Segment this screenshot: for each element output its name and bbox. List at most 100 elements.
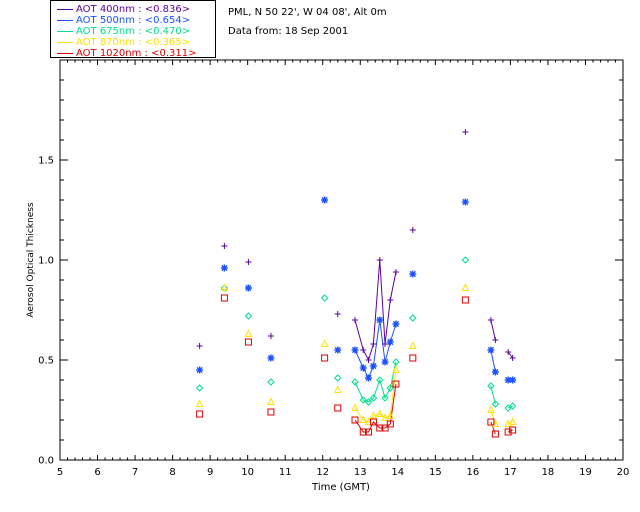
legend-item-675nm: AOT 675nm : <0.470>	[57, 26, 190, 37]
series-lines	[354, 259, 514, 435]
station-info: PML, N 50 22', W 04 08', Alt 0m	[228, 7, 387, 18]
x-tick-label: 17	[504, 467, 517, 478]
data-point-aot-400nm	[370, 341, 377, 347]
data-point-aot-500nm	[220, 264, 228, 272]
data-point-aot-400nm	[487, 317, 494, 323]
data-point-aot-400nm	[196, 343, 203, 349]
data-point-aot-675nm	[369, 394, 378, 402]
data-point-aot-500nm	[509, 376, 517, 384]
legend: AOT 400nm : <0.836> AOT 500nm : <0.654> …	[50, 0, 216, 59]
series-line-aot-675nm	[490, 385, 496, 405]
data-point-aot-1020nm	[409, 354, 417, 362]
data-point-aot-500nm	[196, 366, 204, 374]
legend-item-1020nm: AOT 1020nm : <0.311>	[57, 48, 196, 59]
star-d2	[365, 374, 372, 382]
data-point-aot-675nm	[244, 312, 253, 320]
x-tick-label: 19	[579, 467, 592, 478]
star-d2	[221, 264, 228, 272]
x-tick-label: 15	[429, 467, 442, 478]
data-point-aot-500nm	[321, 196, 329, 204]
star-d2	[409, 270, 416, 278]
data-point-aot-870nm	[461, 283, 470, 291]
x-tick-label: 9	[207, 467, 213, 478]
data-point-aot-870nm	[375, 409, 384, 417]
data-point-aot-675nm	[195, 384, 204, 392]
y-tick-label: 1.5	[38, 156, 54, 167]
data-point-aot-870nm	[386, 411, 395, 419]
data-point-aot-500nm	[461, 198, 469, 206]
data-point-aot-400nm	[409, 227, 416, 233]
data-point-aot-870nm	[381, 413, 389, 421]
y-axis-label: Aerosol Optical Thickness	[26, 202, 36, 318]
data-point-aot-870nm	[220, 283, 229, 291]
data-point-aot-500nm	[487, 346, 495, 354]
star-d2	[267, 354, 275, 362]
series-line-aot-400nm	[507, 351, 514, 359]
x-tick-label: 13	[354, 467, 367, 478]
data-point-aot-400nm	[492, 337, 499, 343]
data-point-aot-870nm	[244, 329, 253, 337]
data-point-aot-675nm	[409, 314, 417, 322]
data-point-aot-870nm	[351, 403, 359, 411]
data-point-aot-1020nm	[386, 420, 394, 428]
series-line-aot-400nm	[354, 259, 397, 362]
data-point-aot-500nm	[365, 374, 373, 382]
star-d2	[381, 358, 389, 366]
legend-swatch-870nm	[57, 41, 73, 43]
data-point-aot-400nm	[376, 257, 383, 263]
data-point-aot-870nm	[359, 415, 368, 423]
data-point-aot-1020nm	[196, 410, 204, 418]
legend-swatch-500nm	[57, 19, 73, 21]
data-point-aot-500nm	[386, 338, 394, 346]
data-point-aot-1020nm	[376, 424, 384, 432]
data-point-aot-675nm	[491, 400, 500, 408]
data-point-aot-1020nm	[244, 338, 252, 346]
legend-item-400nm: AOT 400nm : <0.836>	[57, 4, 190, 15]
x-tick-label: 20	[617, 467, 630, 478]
data-point-aot-500nm	[351, 346, 359, 354]
x-tick-label: 6	[94, 467, 100, 478]
data-point-aot-400nm	[382, 341, 389, 347]
data-point-aot-675nm	[351, 378, 359, 386]
data-point-aot-1020nm	[509, 426, 517, 434]
x-tick-label: 7	[132, 467, 138, 478]
legend-label-870nm: AOT 870nm : <0.365>	[76, 37, 191, 48]
data-point-aot-400nm	[505, 349, 512, 355]
data-point-aot-500nm	[244, 284, 252, 292]
data-point-aot-870nm	[487, 405, 495, 413]
data-point-aot-1020nm	[351, 416, 359, 424]
x-tick-label: 16	[466, 467, 479, 478]
legend-label-500nm: AOT 500nm : <0.654>	[76, 15, 191, 26]
legend-swatch-675nm	[57, 30, 73, 32]
star-d2	[392, 320, 400, 328]
data-point-aot-675nm	[320, 294, 329, 302]
x-tick-label: 12	[316, 467, 329, 478]
data-point-aot-1020nm	[267, 408, 275, 416]
data-point-aot-675nm	[267, 378, 275, 386]
y-tick-label: 0.0	[38, 456, 54, 467]
data-point-aot-400nm	[334, 311, 341, 317]
data-point-aot-675nm	[392, 358, 400, 366]
data-point-aot-400nm	[365, 357, 372, 363]
data-point-aot-870nm	[333, 385, 342, 393]
data-point-aot-1020nm	[220, 294, 228, 302]
star-d2	[505, 376, 512, 384]
x-tick-label: 18	[542, 467, 555, 478]
data-point-aot-675nm	[381, 394, 389, 402]
data-point-aot-1020nm	[365, 428, 373, 436]
data-point-aot-1020nm	[381, 424, 389, 432]
data-point-aot-500nm	[334, 346, 342, 354]
data-point-aot-400nm	[360, 347, 367, 353]
data-point-aot-870nm	[195, 399, 204, 407]
legend-item-870nm: AOT 870nm : <0.365>	[57, 37, 190, 48]
data-point-aot-1020nm	[491, 430, 499, 438]
series-line-aot-870nm	[354, 369, 397, 423]
series-line-aot-1020nm	[507, 429, 513, 433]
star-d2	[487, 346, 494, 354]
star-d2	[387, 338, 394, 346]
data-point-aot-1020nm	[359, 428, 367, 436]
data-point-aot-400nm	[267, 333, 274, 339]
data-point-aot-675nm	[359, 396, 367, 404]
y-tick-label: 0.5	[38, 356, 54, 367]
